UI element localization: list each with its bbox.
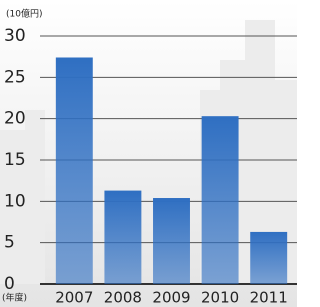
x-tick-label: 2007 — [55, 289, 93, 307]
bar — [104, 191, 141, 284]
x-tick-label: 2008 — [104, 289, 142, 307]
bar — [153, 198, 190, 284]
y-tick-label: 20 — [4, 109, 26, 129]
y-tick-label: 10 — [4, 191, 26, 211]
x-tick-label: 2009 — [152, 289, 190, 307]
y-tick-label: 30 — [4, 26, 26, 46]
y-unit: (10億円) — [6, 8, 42, 20]
bar — [202, 116, 239, 284]
y-tick-label: 25 — [4, 67, 26, 87]
y-tick-label: 15 — [4, 150, 26, 170]
y-tick-label: 0 — [4, 274, 15, 294]
bar — [250, 232, 287, 284]
y-tick-label: 5 — [4, 233, 15, 253]
x-tick-label: 2011 — [250, 289, 288, 307]
x-tick-label: 2010 — [201, 289, 239, 307]
bar — [56, 57, 93, 284]
